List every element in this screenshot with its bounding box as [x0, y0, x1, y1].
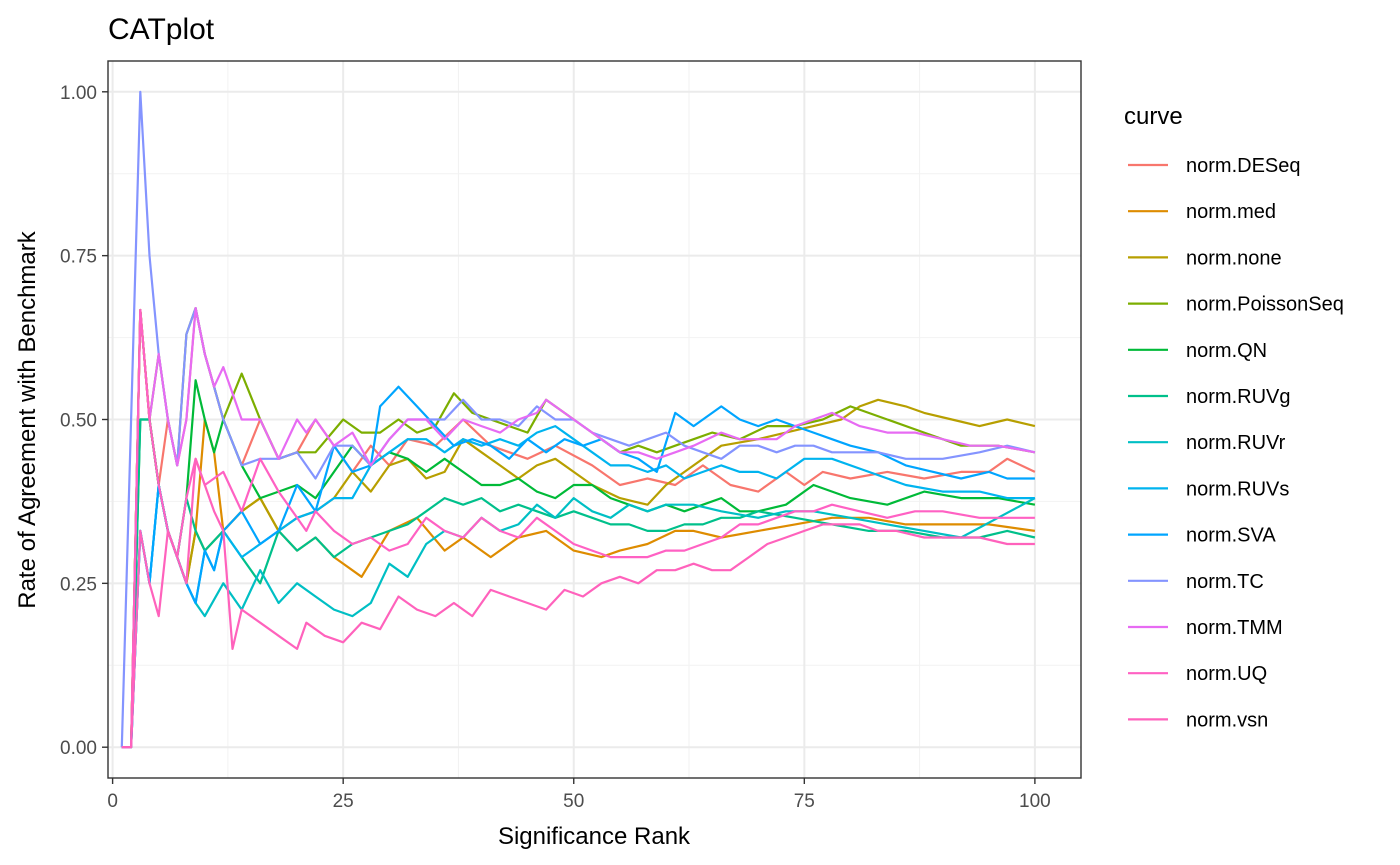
- legend-label: norm.med: [1186, 201, 1276, 223]
- y-axis: 0.00 0.25 0.50 0.75 1.00: [60, 83, 108, 759]
- legend-label: norm.TC: [1186, 571, 1264, 593]
- series-line-norm-ruvg: [121, 418, 1036, 749]
- legend-label: norm.QN: [1186, 340, 1267, 362]
- legend-label: norm.PoissonSeq: [1186, 294, 1344, 316]
- x-tick-label: 75: [794, 791, 815, 812]
- chart-title: CATplot: [108, 13, 215, 46]
- legend: curve norm.DESeq norm.med norm.none norm.Po…: [1124, 103, 1344, 731]
- y-tick-label: 0.00: [60, 738, 97, 759]
- x-tick-label: 100: [1019, 791, 1051, 812]
- x-axis-label: Significance Rank: [498, 823, 691, 850]
- legend-label: norm.RUVg: [1186, 386, 1290, 408]
- legend-label: norm.vsn: [1186, 709, 1268, 731]
- series-line-norm-sva: [121, 385, 1035, 749]
- series-line-norm-vsn: [121, 457, 1035, 749]
- legend-label: norm.SVA: [1186, 525, 1276, 547]
- y-tick-label: 0.75: [60, 247, 97, 268]
- y-axis-label: Rate of Agreement with Benchmark: [14, 230, 41, 609]
- legend-label: norm.RUVr: [1186, 432, 1286, 454]
- x-axis: 0 25 50 75 100: [107, 778, 1051, 812]
- series-line-norm-tmm: [121, 307, 1036, 749]
- legend-label: norm.TMM: [1186, 617, 1283, 639]
- legend-label: norm.none: [1186, 247, 1282, 269]
- y-tick-label: 0.25: [60, 574, 97, 595]
- series-lines: [120, 90, 1036, 749]
- legend-label: norm.RUVs: [1186, 478, 1289, 500]
- x-tick-label: 0: [107, 791, 118, 812]
- x-tick-label: 50: [563, 791, 584, 812]
- legend-title: curve: [1124, 103, 1183, 130]
- series-line-norm-none: [121, 308, 1036, 749]
- legend-label: norm.UQ: [1186, 663, 1267, 685]
- legend-label: norm.DESeq: [1186, 155, 1301, 177]
- x-tick-label: 25: [333, 791, 354, 812]
- y-tick-label: 0.50: [60, 411, 97, 432]
- y-tick-label: 1.00: [60, 83, 97, 104]
